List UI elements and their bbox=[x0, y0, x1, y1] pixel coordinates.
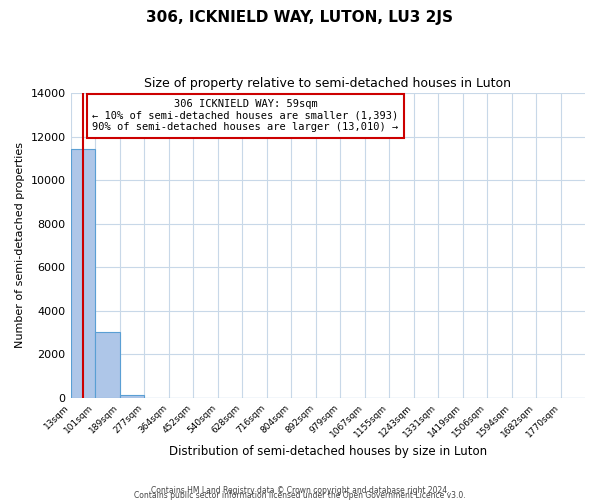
Title: Size of property relative to semi-detached houses in Luton: Size of property relative to semi-detach… bbox=[144, 78, 511, 90]
Bar bbox=[71, 148, 95, 398]
Bar bbox=[119, 394, 144, 398]
X-axis label: Distribution of semi-detached houses by size in Luton: Distribution of semi-detached houses by … bbox=[169, 444, 487, 458]
Bar bbox=[95, 332, 119, 398]
Text: 306, ICKNIELD WAY, LUTON, LU3 2JS: 306, ICKNIELD WAY, LUTON, LU3 2JS bbox=[146, 10, 454, 25]
Y-axis label: Number of semi-detached properties: Number of semi-detached properties bbox=[15, 142, 25, 348]
Text: Contains HM Land Registry data © Crown copyright and database right 2024.: Contains HM Land Registry data © Crown c… bbox=[151, 486, 449, 495]
Text: Contains public sector information licensed under the Open Government Licence v3: Contains public sector information licen… bbox=[134, 491, 466, 500]
Text: 306 ICKNIELD WAY: 59sqm
← 10% of semi-detached houses are smaller (1,393)
90% of: 306 ICKNIELD WAY: 59sqm ← 10% of semi-de… bbox=[92, 99, 398, 132]
